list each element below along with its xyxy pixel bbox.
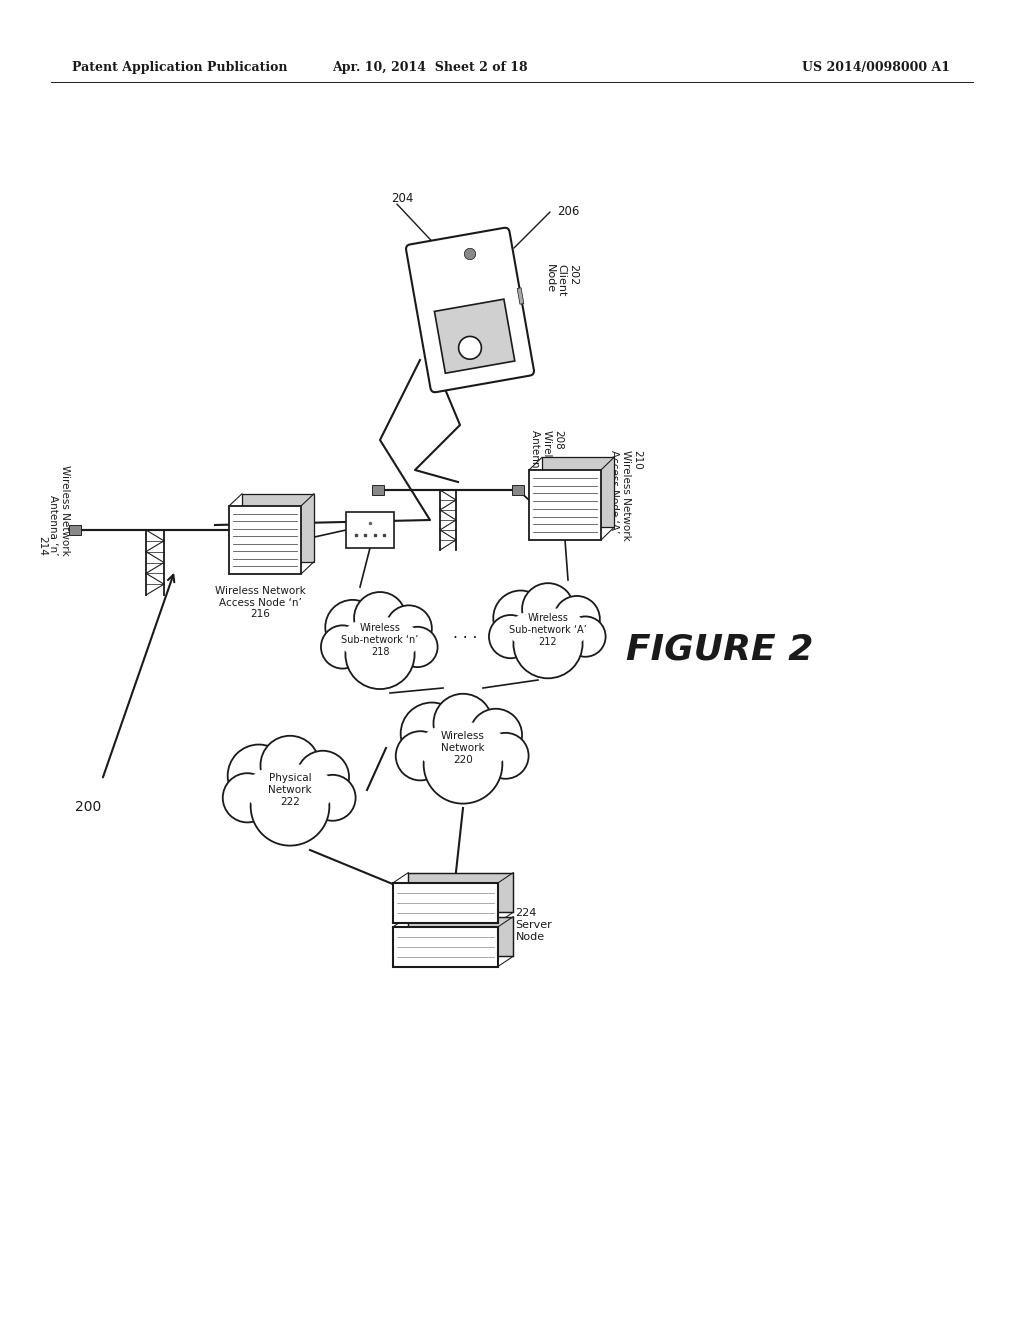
FancyBboxPatch shape <box>406 228 534 392</box>
Text: Wireless
Sub-network ‘A’
212: Wireless Sub-network ‘A’ 212 <box>509 614 587 647</box>
Ellipse shape <box>508 609 588 652</box>
Text: Patent Application Publication: Patent Application Publication <box>72 62 288 74</box>
Text: Apr. 10, 2014  Sheet 2 of 18: Apr. 10, 2014 Sheet 2 of 18 <box>332 62 527 74</box>
Text: . . .: . . . <box>453 626 477 640</box>
Text: Wireless
Network
220: Wireless Network 220 <box>441 731 485 764</box>
Circle shape <box>482 733 528 779</box>
Text: 210
Wireless Network
Access Node ‘A’: 210 Wireless Network Access Node ‘A’ <box>609 450 642 540</box>
Text: 204: 204 <box>391 191 414 205</box>
Circle shape <box>227 744 290 807</box>
Circle shape <box>386 606 432 652</box>
FancyBboxPatch shape <box>228 524 242 536</box>
FancyBboxPatch shape <box>529 470 601 540</box>
Circle shape <box>424 725 503 804</box>
Text: Wireless Network
Antenna ‘n’
214: Wireless Network Antenna ‘n’ 214 <box>37 465 70 556</box>
Circle shape <box>354 593 406 644</box>
Text: US 2014/0098000 A1: US 2014/0098000 A1 <box>802 62 950 74</box>
FancyBboxPatch shape <box>392 927 498 966</box>
Circle shape <box>223 774 272 822</box>
Circle shape <box>489 615 532 659</box>
Circle shape <box>321 626 365 668</box>
FancyBboxPatch shape <box>409 873 513 912</box>
Ellipse shape <box>418 722 508 774</box>
Text: Physical
Network
222: Physical Network 222 <box>268 774 312 807</box>
FancyBboxPatch shape <box>392 883 498 923</box>
FancyBboxPatch shape <box>346 512 394 548</box>
Circle shape <box>400 702 463 764</box>
Circle shape <box>260 735 319 795</box>
Text: 206: 206 <box>557 205 580 218</box>
Text: 224
Server
Node: 224 Server Node <box>515 908 552 941</box>
FancyBboxPatch shape <box>373 486 384 495</box>
Circle shape <box>464 248 476 260</box>
FancyBboxPatch shape <box>69 524 81 536</box>
FancyBboxPatch shape <box>242 494 314 562</box>
Circle shape <box>459 337 481 359</box>
Circle shape <box>397 627 437 667</box>
Ellipse shape <box>245 764 335 816</box>
FancyBboxPatch shape <box>517 288 524 304</box>
Circle shape <box>522 583 573 635</box>
FancyBboxPatch shape <box>512 486 523 495</box>
Text: FIGURE 2: FIGURE 2 <box>627 634 814 667</box>
Text: Wireless Network
Access Node ‘n’
216: Wireless Network Access Node ‘n’ 216 <box>215 586 305 619</box>
Circle shape <box>433 694 493 752</box>
FancyBboxPatch shape <box>434 300 515 374</box>
Circle shape <box>513 610 583 678</box>
Circle shape <box>251 767 330 846</box>
Circle shape <box>297 751 349 804</box>
Circle shape <box>554 595 600 642</box>
Circle shape <box>309 775 355 821</box>
Circle shape <box>326 599 380 655</box>
Text: 202
Client
Node: 202 Client Node <box>545 264 579 296</box>
Circle shape <box>470 709 522 762</box>
Circle shape <box>395 731 445 780</box>
Text: 208
Wireless Network
Antenna ‘A’: 208 Wireless Network Antenna ‘A’ <box>530 429 563 520</box>
Ellipse shape <box>340 616 420 663</box>
Text: Wireless
Sub-network ‘n’
218: Wireless Sub-network ‘n’ 218 <box>341 623 419 656</box>
Circle shape <box>494 590 548 645</box>
Circle shape <box>345 620 415 689</box>
FancyBboxPatch shape <box>542 458 614 528</box>
Circle shape <box>565 616 605 657</box>
FancyBboxPatch shape <box>409 916 513 956</box>
FancyBboxPatch shape <box>229 506 301 574</box>
Text: 200: 200 <box>75 800 101 814</box>
